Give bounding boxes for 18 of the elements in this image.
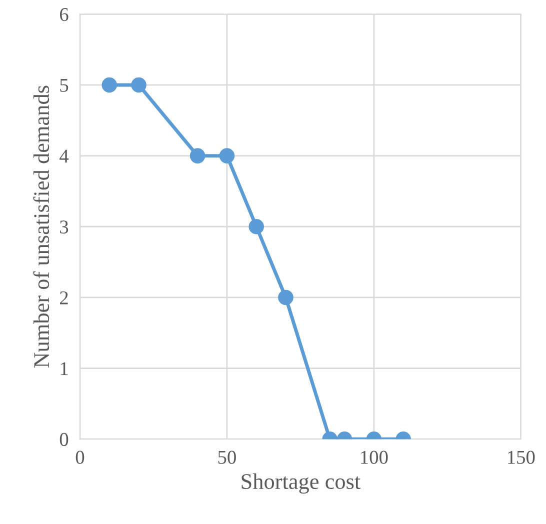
x-tick-label: 0	[76, 450, 84, 464]
point	[131, 77, 146, 93]
y-tick-label: 3	[60, 220, 68, 234]
y-tick-label: 2	[60, 291, 68, 304]
point	[190, 148, 206, 164]
y-tick-label: 1	[60, 362, 68, 376]
x-axis-title: Shortage cost	[242, 473, 360, 494]
y-tick-label: 0	[60, 432, 68, 446]
point	[102, 77, 118, 93]
y-axis-title: Number of unsatisfied demands	[33, 86, 50, 368]
y-tick-label: 6	[60, 8, 68, 22]
x-tick-label: 50	[218, 450, 236, 464]
x-tick-label: 100	[361, 450, 388, 464]
point	[219, 148, 235, 164]
point	[248, 218, 264, 234]
y-tick-label: 5	[60, 78, 68, 92]
x-tick-label: 150	[508, 450, 535, 464]
y-tick-label: 4	[60, 150, 69, 163]
